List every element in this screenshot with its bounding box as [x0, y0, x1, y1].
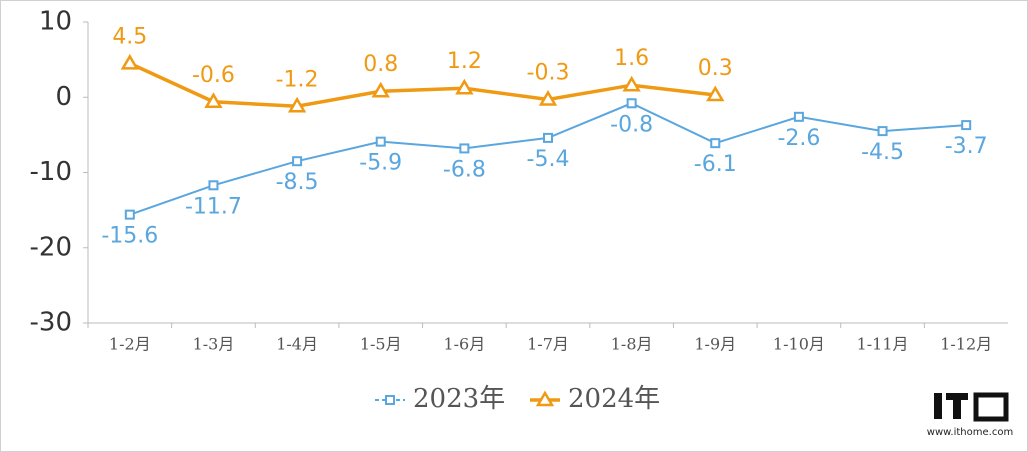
marker [120, 53, 139, 70]
data-label: 0.8 [363, 52, 398, 77]
marker [535, 390, 555, 407]
data-label: -0.3 [527, 61, 570, 86]
marker [622, 75, 641, 92]
marker [385, 395, 395, 405]
data-label: 4.5 [112, 24, 147, 49]
data-label: -15.6 [101, 224, 158, 249]
series: 4.5 -0.6 -1.2 0.8 1.2 -0.3 1.6 0.3 [112, 24, 733, 113]
marker [793, 111, 804, 122]
data-label: -6.8 [443, 157, 486, 182]
data-label: -11.7 [185, 194, 242, 219]
data-label: -1.2 [276, 67, 319, 92]
legend-label: 2024年 [568, 384, 660, 414]
x-tick-label: 1-12月 [940, 335, 992, 354]
marker [124, 209, 135, 220]
marker [455, 78, 474, 95]
series: -15.6 -11.7 -8.5 -5.9 -6.8 -5.4 -0.8 -6.1 -2.6 -4… [101, 98, 988, 249]
marker [626, 98, 637, 109]
data-label: -5.4 [527, 147, 570, 172]
marker [706, 85, 725, 102]
data-label: -3.7 [945, 134, 988, 159]
data-label: -5.9 [359, 151, 402, 176]
data-label: 1.6 [614, 46, 649, 71]
y-tick-label: -10 [30, 157, 72, 187]
data-label: -2.6 [777, 126, 820, 151]
marker [375, 136, 386, 147]
y-tick-label: -30 [30, 308, 72, 338]
marker [208, 180, 219, 191]
x-tick-label: 1-7月 [527, 335, 569, 354]
x-tick-label: 1-3月 [193, 335, 235, 354]
marker [710, 138, 721, 149]
marker [204, 92, 223, 109]
data-label: 1.2 [447, 49, 482, 74]
marker [543, 132, 553, 143]
x-tick-label: 1-5月 [360, 335, 402, 354]
x-tick-label: 1-11月 [857, 335, 909, 354]
x-tick-label: 1-10月 [773, 335, 825, 354]
marker [287, 96, 307, 113]
marker [961, 120, 972, 131]
data-label: -0.8 [610, 112, 653, 137]
x-tick-label: 1-4月 [276, 335, 318, 354]
y-tick-label: -20 [30, 232, 72, 262]
logo [934, 392, 1009, 422]
y-tick-label: 10 [39, 7, 72, 37]
data-label: -0.6 [192, 63, 235, 88]
marker [538, 90, 558, 106]
data-label: -6.1 [694, 152, 737, 177]
x-tick-label: 1-6月 [443, 335, 485, 354]
series-line [129, 61, 716, 109]
y-tick-label: 0 [55, 82, 72, 112]
data-label: -8.5 [276, 170, 319, 195]
data-label: -4.5 [861, 140, 904, 165]
legend-label: 2023年 [413, 384, 505, 414]
marker [292, 156, 303, 167]
x-tick-label: 1-9月 [694, 335, 736, 354]
x-tick-label: 1-8月 [611, 335, 653, 354]
marker [459, 143, 470, 154]
marker [877, 126, 888, 137]
x-tick-label: 1-2月 [109, 335, 151, 354]
data-label: 0.3 [698, 56, 733, 81]
watermark: www.ithome.com [927, 427, 1013, 438]
marker [371, 81, 390, 98]
